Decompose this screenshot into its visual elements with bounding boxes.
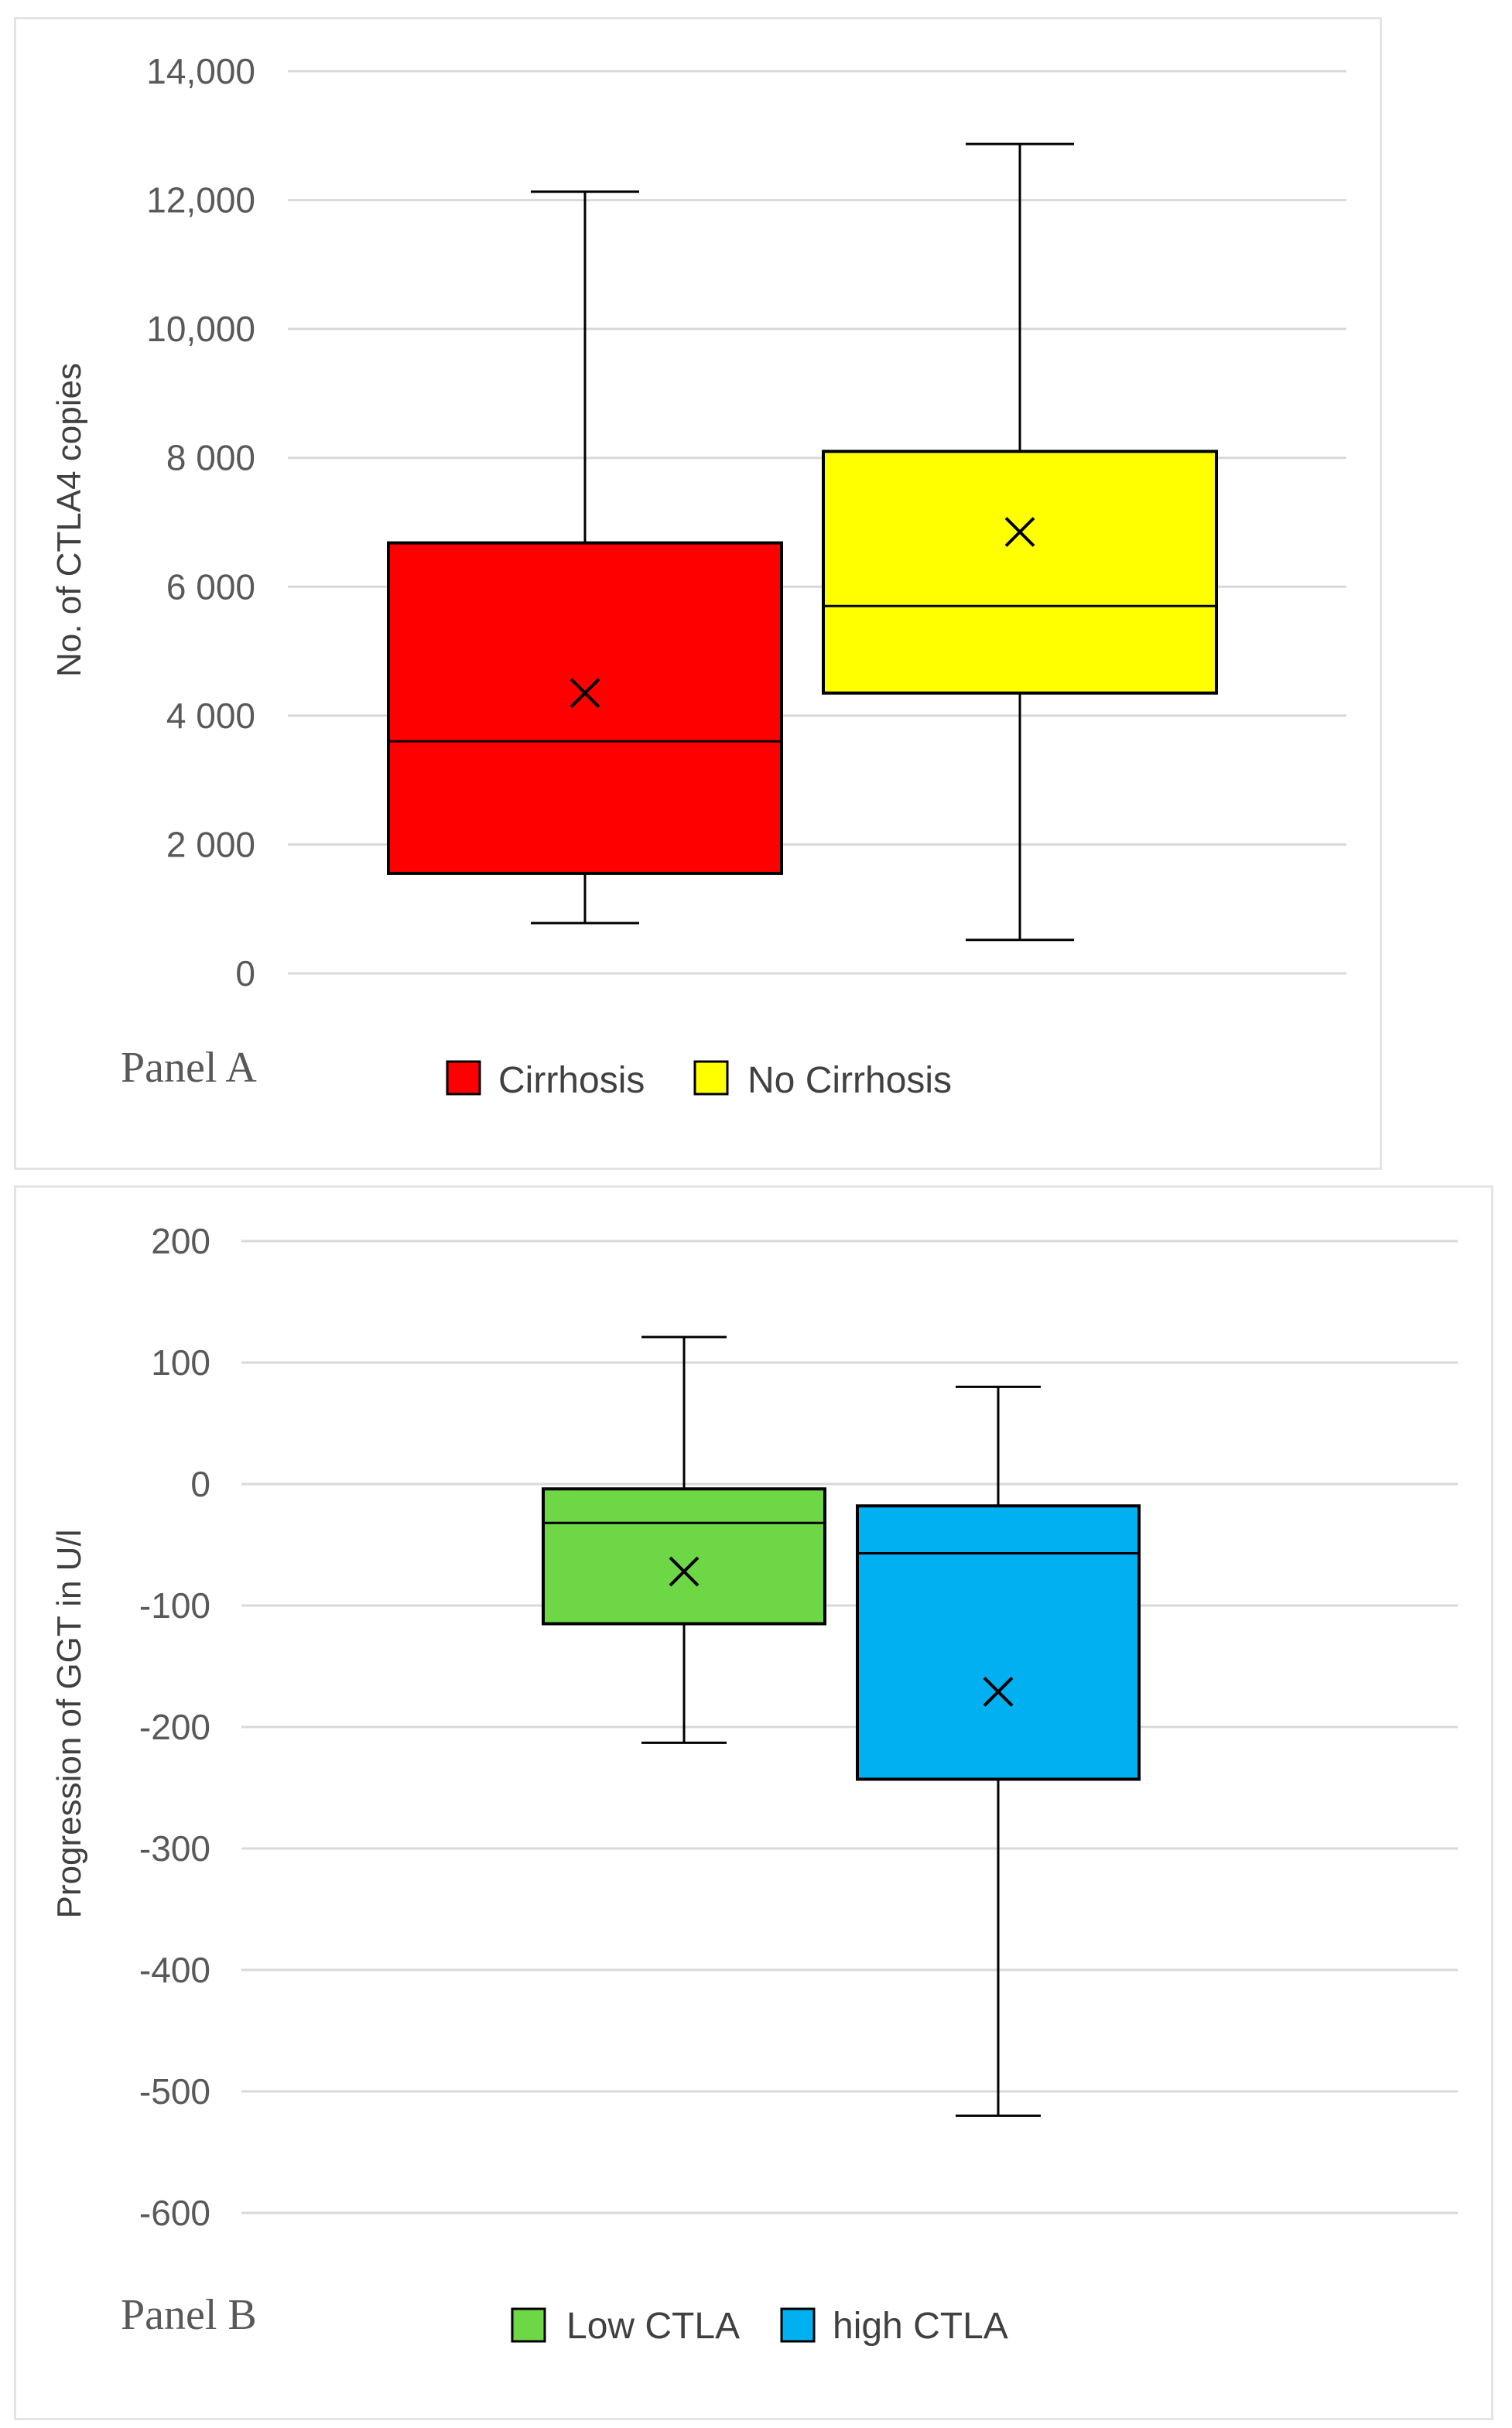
- cirrhosis-mean-marker: [570, 678, 600, 709]
- panel-a-y-tick-label: 8 000: [166, 438, 255, 478]
- cirrhosis-box: [387, 541, 783, 875]
- panel-a-y-tick-label: 4 000: [166, 696, 255, 736]
- low-ctla-mean-stroke: [669, 1556, 700, 1587]
- panel-b-y-tick-label: -600: [139, 2193, 210, 2233]
- panel-b-chart: 200 100 0 -100 -200 -300 -400 -500 -600 Progress…: [50, 1221, 1458, 2347]
- panel-b-y-tick-label: -100: [139, 1585, 210, 1626]
- panel-a-y-tick-label: 6 000: [166, 566, 255, 607]
- panel-a-boxes: [387, 142, 1218, 942]
- panel-a-y-tick-labels: 0 2 000 4 000 6 000 8 000 10,000 12,000 14,000: [146, 51, 255, 993]
- panel-a-y-axis-title: No. of CTLA4 copies: [50, 363, 88, 677]
- legend-label-cirrhosis: Cirrhosis: [498, 1060, 645, 1101]
- panel-b-y-tick-label: -200: [139, 1707, 210, 1747]
- panel-b-y-tick-label: 200: [151, 1221, 210, 1261]
- panel-b-gridlines: [241, 1240, 1458, 2214]
- panel-b-y-tick-label: 100: [151, 1342, 210, 1383]
- panel-b-legend: Low CTLA high CTLA: [511, 2306, 1008, 2347]
- panel-a-y-tick-label: 12,000: [146, 180, 255, 221]
- high-ctla-mean-marker: [983, 1677, 1014, 1707]
- cirrhosis-mean-stroke: [570, 678, 600, 709]
- panel-a-label: Panel A: [121, 1044, 257, 1092]
- legend-swatch-high-ctla: [780, 2307, 816, 2343]
- high-ctla-box: [856, 1504, 1141, 1781]
- legend-swatch-no-cirrhosis: [693, 1060, 729, 1096]
- panel-b-boxes: [542, 1335, 1141, 2117]
- legend-swatch-cirrhosis: [446, 1060, 481, 1096]
- panel-b-y-tick-label: 0: [190, 1464, 210, 1504]
- no-cirrhosis-box: [822, 450, 1218, 695]
- panel-a-y-tick-label: 2 000: [166, 824, 255, 864]
- panel-b-y-tick-label: -500: [139, 2071, 210, 2112]
- panel-b-y-tick-labels: 200 100 0 -100 -200 -300 -400 -500 -600: [139, 1221, 210, 2233]
- panel-a-y-tick-label: 0: [235, 953, 255, 993]
- panel-b-y-tick-label: -400: [139, 1950, 210, 1990]
- legend-label-no-cirrhosis: No Cirrhosis: [747, 1060, 952, 1101]
- legend-swatch-low-ctla: [511, 2307, 546, 2343]
- panel-a-y-tick-label: 14,000: [146, 51, 255, 91]
- panel-b-frame: [14, 1185, 1493, 2420]
- panel-b-y-axis-title: Progression of GGT in U/l: [50, 1530, 88, 1919]
- panel-a-y-tick-label: 10,000: [146, 309, 255, 349]
- high-ctla-mean-stroke: [983, 1677, 1014, 1707]
- low-ctla-mean-marker: [669, 1556, 700, 1587]
- legend-label-high-ctla: high CTLA: [833, 2306, 1008, 2347]
- low-ctla-box: [542, 1487, 826, 1626]
- panel-b-y-tick-label: -300: [139, 1828, 210, 1869]
- panel-b-label: Panel B: [121, 2291, 257, 2339]
- panel-a-legend: Cirrhosis No Cirrhosis: [446, 1060, 952, 1101]
- legend-label-low-ctla: Low CTLA: [566, 2306, 740, 2347]
- no-cirrhosis-mean-marker: [1004, 517, 1035, 547]
- no-cirrhosis-mean-stroke: [1004, 517, 1035, 547]
